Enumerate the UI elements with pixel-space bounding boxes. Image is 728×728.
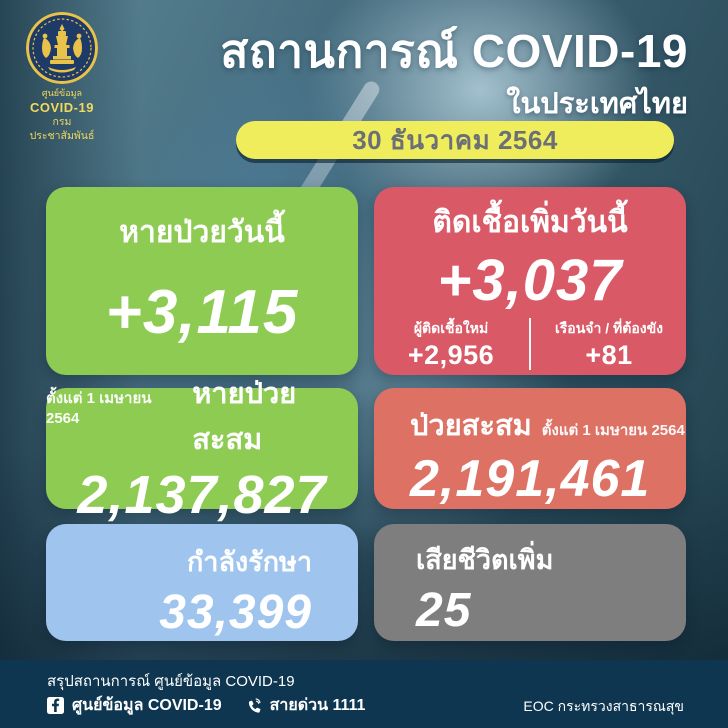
breakdown-divider <box>529 318 531 371</box>
card-in-treatment: กำลังรักษา 33,399 <box>46 524 358 641</box>
recovered-total-value: 2,137,827 <box>77 465 327 526</box>
recovered-today-label: หายป่วยวันนี้ <box>119 216 285 249</box>
page-title: สถานการณ์ COVID-19 <box>220 25 688 77</box>
in-treatment-label: กำลังรักษา <box>186 547 312 577</box>
breakdown-prisons: เรือนจำ / ที่ต้องขัง +81 <box>545 318 673 371</box>
breakdown-new-infections-label: ผู้ติดเชื้อใหม่ <box>413 319 489 336</box>
card-recovered-today: หายป่วยวันนี้ +3,115 <box>46 187 358 375</box>
new-cases-breakdown: ผู้ติดเชื้อใหม่ +2,956 เรือนจำ / ที่ต้อง… <box>374 318 686 371</box>
logo-text-line2: COVID-19 <box>30 99 94 115</box>
new-deaths-value: 25 <box>416 583 472 637</box>
date-badge: 30 ธันวาคม 2564 <box>236 121 674 159</box>
in-treatment-value: 33,399 <box>159 585 312 639</box>
recovered-total-since: ตั้งแต่ 1 เมษายน 2564 <box>46 390 152 428</box>
new-deaths-label: เสียชีวิตเพิ่ม <box>416 545 554 575</box>
cases-total-label: ป่วยสะสม <box>410 410 532 442</box>
new-cases-value: +3,037 <box>437 247 623 313</box>
government-emblem-icon <box>26 12 98 84</box>
footer-contacts: ศูนย์ข้อมูล COVID-19 สายด่วน 1111 <box>47 693 365 718</box>
card-recovered-total: ตั้งแต่ 1 เมษายน 2564 หายป่วยสะสม 2,137,… <box>46 378 358 525</box>
recovered-total-label: หายป่วยสะสม <box>192 378 297 457</box>
phone-icon <box>248 697 261 713</box>
breakdown-prisons-label: เรือนจำ / ที่ต้องขัง <box>555 319 663 336</box>
page-subtitle: ในประเทศไทย <box>506 88 688 120</box>
breakdown-prisons-value: +81 <box>585 339 633 370</box>
footer-facebook-label: ศูนย์ข้อมูล COVID-19 <box>72 697 222 714</box>
breakdown-new-infections: ผู้ติดเชื้อใหม่ +2,956 <box>387 318 515 371</box>
card-new-deaths: เสียชีวิตเพิ่ม 25 <box>374 524 686 641</box>
card-new-cases-today: ติดเชื้อเพิ่มวันนี้ +3,037 ผู้ติดเชื้อให… <box>374 187 686 375</box>
cases-total-value: 2,191,461 <box>410 450 651 508</box>
facebook-icon <box>47 697 64 714</box>
card-cases-total: ป่วยสะสม ตั้งแต่ 1 เมษายน 2564 2,191,461 <box>374 388 686 509</box>
recovered-today-value: +3,115 <box>105 277 299 347</box>
footer-summary-text: สรุปสถานการณ์ ศูนย์ข้อมูล COVID-19 <box>47 673 295 690</box>
cases-total-since: ตั้งแต่ 1 เมษายน 2564 <box>541 422 685 439</box>
agency-logo: ศูนย์ข้อมูล COVID-19 กรมประชาสัมพันธ์ <box>22 12 102 143</box>
new-cases-label: ติดเชื้อเพิ่มวันนี้ <box>432 206 628 239</box>
logo-text-line1: ศูนย์ข้อมูล <box>41 88 83 98</box>
footer-agency-text: EOC กระทรวงสาธารณสุข <box>523 698 684 714</box>
breakdown-new-infections-value: +2,956 <box>407 339 495 370</box>
recovered-total-header: ตั้งแต่ 1 เมษายน 2564 หายป่วยสะสม <box>46 370 358 462</box>
footer-hotline-label: สายด่วน 1111 <box>269 697 366 714</box>
cases-total-header: ป่วยสะสม ตั้งแต่ 1 เมษายน 2564 <box>410 402 686 448</box>
logo-text-line3: กรมประชาสัมพันธ์ <box>29 115 95 142</box>
footer-bar: สรุปสถานการณ์ ศูนย์ข้อมูล COVID-19 ศูนย์… <box>0 660 728 728</box>
